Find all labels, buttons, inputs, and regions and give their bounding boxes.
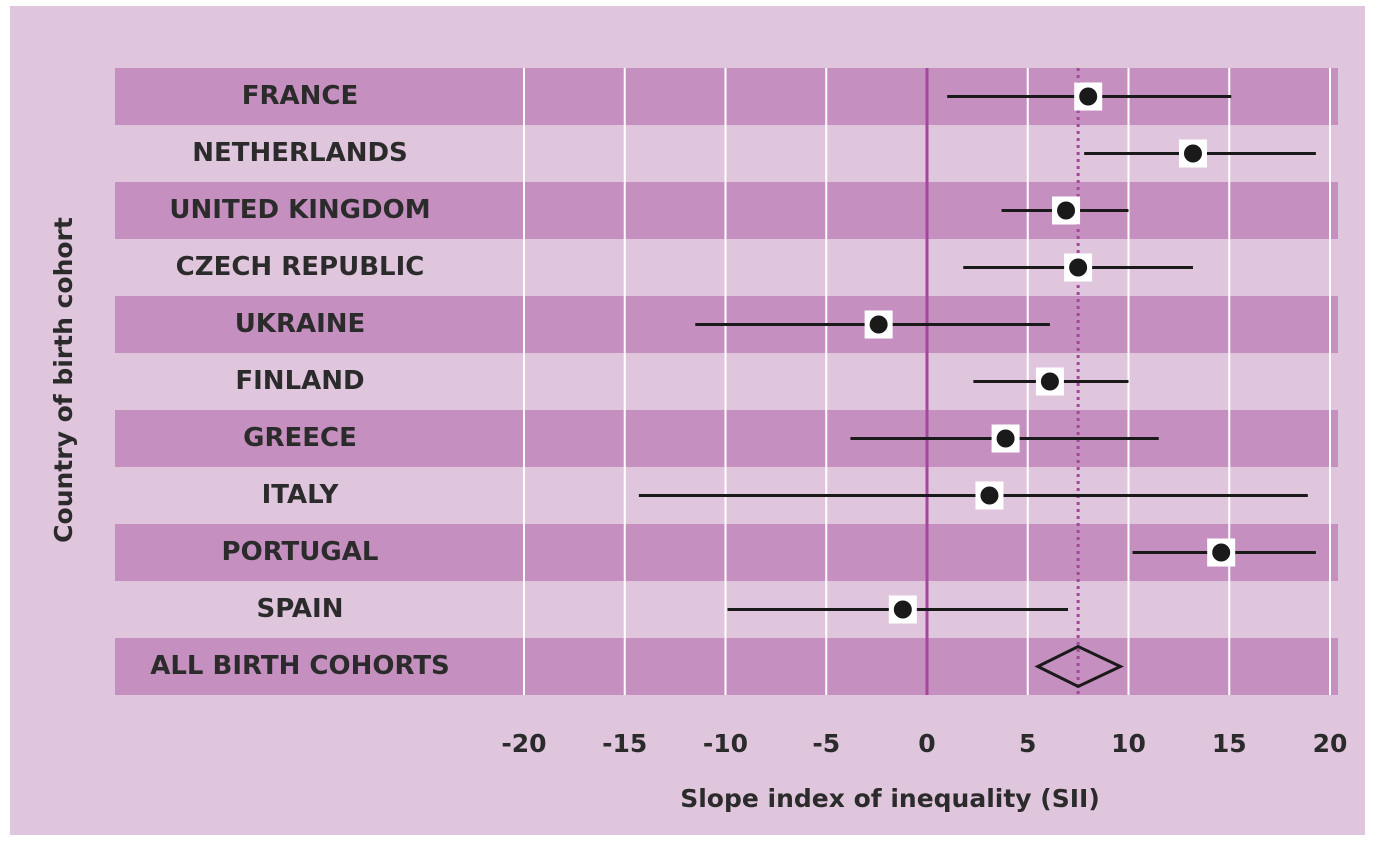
category-label: SPAIN bbox=[257, 594, 344, 624]
category-label: NETHERLANDS bbox=[192, 138, 408, 168]
point bbox=[980, 486, 999, 505]
point bbox=[1079, 87, 1098, 106]
category-label: FINLAND bbox=[235, 366, 364, 396]
x-tick-label: -5 bbox=[812, 729, 840, 758]
category-label: UNITED KINGDOM bbox=[169, 195, 430, 225]
x-tick-label: 15 bbox=[1212, 729, 1247, 758]
category-label: CZECH REPUBLIC bbox=[176, 252, 425, 282]
x-tick-label: 20 bbox=[1313, 729, 1348, 758]
x-tick-label: -10 bbox=[703, 729, 748, 758]
point bbox=[1057, 201, 1076, 220]
point bbox=[1212, 543, 1231, 562]
x-tick-label: 5 bbox=[1019, 729, 1036, 758]
summary-label: ALL BIRTH COHORTS bbox=[150, 651, 450, 681]
point bbox=[869, 315, 888, 334]
x-tick-label: 0 bbox=[918, 729, 935, 758]
category-label: ITALY bbox=[262, 480, 340, 510]
category-label: PORTUGAL bbox=[222, 537, 379, 567]
category-label: GREECE bbox=[243, 423, 357, 453]
point bbox=[893, 600, 912, 619]
point bbox=[996, 429, 1015, 448]
x-tick-label: -15 bbox=[602, 729, 647, 758]
point bbox=[1040, 372, 1059, 391]
category-label: UKRAINE bbox=[235, 309, 366, 339]
y-axis-label: Country of birth cohort bbox=[49, 217, 78, 543]
point bbox=[1069, 258, 1088, 277]
summary-diamond bbox=[1034, 644, 1124, 689]
point bbox=[1183, 144, 1202, 163]
x-tick-label: -20 bbox=[501, 729, 546, 758]
x-axis-label: Slope index of inequality (SII) bbox=[680, 784, 1100, 813]
x-tick-label: 10 bbox=[1111, 729, 1146, 758]
category-label: FRANCE bbox=[242, 81, 359, 111]
